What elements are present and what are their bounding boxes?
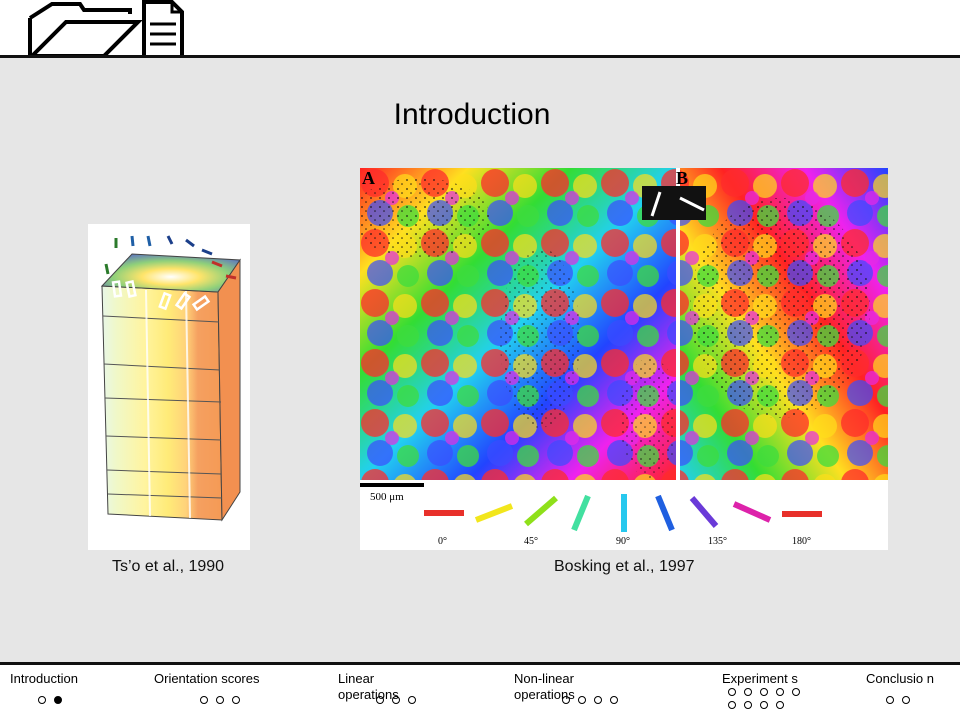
slide-dot[interactable] bbox=[760, 688, 768, 696]
slide-dot[interactable] bbox=[594, 696, 602, 704]
scale-bar-label: 500 μm bbox=[370, 491, 404, 503]
nav-label: Orientation scores bbox=[154, 671, 260, 686]
cortical-column-figure bbox=[88, 224, 250, 550]
orientation-map-illustration: A B 500 μm 0° 45° 90° bbox=[350, 168, 888, 550]
cortical-column-illustration bbox=[100, 235, 241, 522]
nav-label: Conclusio n bbox=[866, 671, 934, 686]
caption-left: Ts’o et al., 1990 bbox=[112, 558, 225, 575]
folder-icon bbox=[27, 1, 143, 58]
document-icon bbox=[142, 0, 184, 60]
nav-linear-operations[interactable]: Linear operations bbox=[338, 671, 438, 703]
nav-label: Introduction bbox=[10, 671, 78, 686]
slide-dot[interactable] bbox=[38, 696, 46, 704]
header-divider bbox=[0, 55, 960, 58]
slide-content: Introduction bbox=[0, 58, 960, 662]
orientation-map-figure: A B 500 μm 0° 45° 90° bbox=[350, 168, 888, 550]
slide-dot[interactable] bbox=[610, 696, 618, 704]
slide-dot[interactable] bbox=[376, 696, 384, 704]
orientation-label-45: 45° bbox=[524, 536, 538, 547]
slide-dot[interactable] bbox=[216, 696, 224, 704]
slide-dot[interactable] bbox=[902, 696, 910, 704]
slide-dot[interactable] bbox=[728, 701, 736, 709]
nav-label: Non-linear operations bbox=[514, 671, 575, 702]
nav-label: Linear operations bbox=[338, 671, 399, 702]
nav-non-linear-operations[interactable]: Non-linear operations bbox=[514, 671, 614, 703]
section-navigation: Introduction Orientation scores Linear o… bbox=[0, 665, 960, 720]
slide-dot[interactable] bbox=[776, 701, 784, 709]
slide-dot[interactable] bbox=[392, 696, 400, 704]
slide-dot[interactable] bbox=[760, 701, 768, 709]
footer-divider bbox=[0, 662, 960, 665]
nav-introduction[interactable]: Introduction bbox=[10, 671, 110, 687]
panel-b-label: B bbox=[676, 168, 688, 188]
slide-dot[interactable] bbox=[200, 696, 208, 704]
orientation-label-90: 90° bbox=[616, 536, 630, 547]
nav-conclusion[interactable]: Conclusio n bbox=[866, 671, 950, 687]
slide-dot[interactable] bbox=[886, 696, 894, 704]
slide-dot[interactable] bbox=[408, 696, 416, 704]
slide-dot[interactable] bbox=[562, 696, 570, 704]
nav-experiments[interactable]: Experiment s bbox=[722, 671, 808, 687]
nav-orientation-scores[interactable]: Orientation scores bbox=[154, 671, 264, 687]
slide-dot[interactable] bbox=[792, 688, 800, 696]
slide-dot[interactable] bbox=[744, 701, 752, 709]
slide-dot-current[interactable] bbox=[54, 696, 62, 704]
orientation-label-0: 0° bbox=[438, 536, 447, 547]
orientation-label-135: 135° bbox=[708, 536, 727, 547]
nav-label: Experiment s bbox=[722, 671, 798, 686]
slide-dot[interactable] bbox=[728, 688, 736, 696]
slide-title: Introduction bbox=[393, 98, 551, 131]
orientation-label-180: 180° bbox=[792, 536, 811, 547]
slide-dot[interactable] bbox=[232, 696, 240, 704]
header bbox=[0, 0, 960, 60]
folder-document-logo bbox=[27, 0, 184, 60]
slide-dot[interactable] bbox=[744, 688, 752, 696]
slide-dot[interactable] bbox=[578, 696, 586, 704]
caption-right: Bosking et al., 1997 bbox=[554, 558, 695, 575]
panel-a-label: A bbox=[362, 168, 375, 188]
slide-dot[interactable] bbox=[776, 688, 784, 696]
